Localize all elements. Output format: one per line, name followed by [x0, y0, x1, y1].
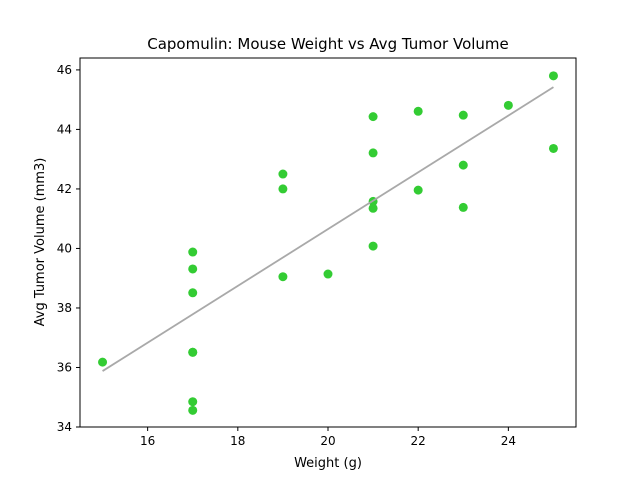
data-point — [548, 143, 558, 153]
data-point — [548, 71, 558, 81]
data-point — [278, 169, 288, 179]
data-point — [188, 397, 198, 407]
data-point — [368, 203, 378, 213]
y-tick-label: 36 — [57, 360, 72, 374]
data-point — [503, 100, 513, 110]
plot-frame — [79, 57, 577, 428]
x-axis: 16 18 20 22 24 — [140, 427, 516, 448]
chart-title: Capomulin: Mouse Weight vs Avg Tumor Vol… — [147, 35, 509, 53]
data-point — [188, 264, 198, 274]
x-axis-label: Weight (g) — [294, 456, 362, 471]
data-point — [458, 202, 468, 212]
data-point — [368, 112, 378, 122]
data-point — [368, 148, 378, 158]
data-point — [188, 405, 198, 415]
plot-area — [98, 71, 558, 415]
x-tick-label: 22 — [411, 434, 426, 448]
x-tick-label: 24 — [501, 434, 516, 448]
x-tick-label: 16 — [140, 434, 155, 448]
data-point — [278, 184, 288, 194]
y-axis: 34 36 38 40 42 44 46 — [57, 63, 80, 434]
x-tick-label: 18 — [230, 434, 245, 448]
y-tick-label: 34 — [57, 420, 72, 434]
data-point — [458, 110, 468, 120]
data-point — [413, 106, 423, 116]
data-point — [368, 241, 378, 251]
data-point — [413, 185, 423, 195]
data-point — [98, 357, 108, 367]
data-point — [278, 272, 288, 282]
data-point — [323, 269, 333, 279]
y-tick-label: 40 — [57, 241, 72, 255]
y-tick-label: 44 — [57, 122, 72, 136]
data-point — [458, 160, 468, 170]
data-point — [188, 288, 198, 298]
data-point — [188, 347, 198, 357]
y-axis-label: Avg Tumor Volume (mm3) — [33, 158, 48, 327]
y-tick-label: 38 — [57, 301, 72, 315]
y-tick-label: 42 — [57, 182, 72, 196]
y-tick-label: 46 — [57, 63, 72, 77]
data-point — [188, 247, 198, 257]
x-tick-label: 20 — [320, 434, 335, 448]
regression-line — [102, 86, 554, 372]
